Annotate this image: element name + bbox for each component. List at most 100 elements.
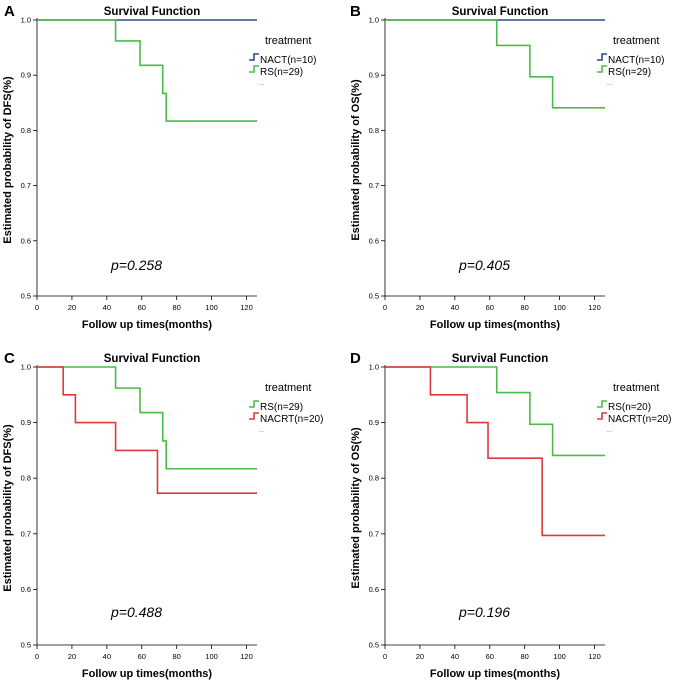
x-tick-label: 40 bbox=[103, 652, 111, 661]
y-tick-label: 0.7 bbox=[21, 529, 31, 538]
y-tick-label: 0.5 bbox=[21, 292, 31, 301]
panel-letter: C bbox=[4, 350, 15, 367]
y-tick-label: 0.8 bbox=[369, 126, 379, 135]
y-tick-label: 0.6 bbox=[21, 236, 31, 245]
x-tick-label: 80 bbox=[521, 303, 529, 312]
x-tick-label: 0 bbox=[35, 652, 39, 661]
x-tick-label: 40 bbox=[103, 303, 111, 312]
legend-title: treatment bbox=[265, 35, 311, 47]
x-axis-title: Follow up times(months) bbox=[82, 319, 212, 331]
series-line-2 bbox=[37, 19, 257, 122]
legend-entry-2: RS(n=29) bbox=[260, 67, 303, 78]
legend-entry-2: NACRT(n=20) bbox=[608, 414, 671, 425]
y-tick-label: 1.0 bbox=[369, 16, 379, 25]
y-axis-title: Estimated probability of DFS(%) bbox=[2, 76, 14, 244]
x-tick-label: 20 bbox=[68, 303, 76, 312]
chart-panel-c: C Survival Function 0.5 0.6 0.7 0.8 0.9 1.0 0 20 4… bbox=[2, 350, 323, 680]
x-tick-label: 40 bbox=[451, 303, 459, 312]
x-tick-label: 100 bbox=[205, 652, 218, 661]
x-tick-label: 40 bbox=[451, 652, 459, 661]
chart-title: Survival Function bbox=[104, 353, 201, 365]
x-axis-title: Follow up times(months) bbox=[430, 668, 560, 680]
legend-entry-2: RS(n=29) bbox=[608, 67, 651, 78]
legend-entry-1: NACT(n=10) bbox=[608, 55, 664, 66]
y-tick-label: 0.7 bbox=[369, 529, 379, 538]
series-line-2 bbox=[37, 366, 257, 495]
x-tick-label: 0 bbox=[383, 303, 387, 312]
panel-letter: B bbox=[350, 3, 361, 20]
x-tick-label: 60 bbox=[138, 652, 146, 661]
y-tick-label: 0.9 bbox=[21, 418, 31, 427]
panel-letter: A bbox=[4, 3, 15, 20]
y-axis-title: Estimated probability of OS(%) bbox=[350, 79, 362, 241]
legend-ellipsis: ... bbox=[607, 428, 612, 434]
series-line-1 bbox=[385, 366, 605, 457]
legend-entry-1: RS(n=20) bbox=[608, 402, 651, 413]
chart-title: Survival Function bbox=[452, 6, 549, 18]
chart-panel-b: B Survival Function 0.5 0.6 0.7 0.8 0.9 1.0 0 20 4… bbox=[350, 3, 664, 331]
y-tick-label: 0.8 bbox=[369, 474, 379, 483]
y-tick-label: 1.0 bbox=[21, 16, 31, 25]
y-tick-label: 0.8 bbox=[21, 474, 31, 483]
p-value-annotation: p=0.258 bbox=[110, 257, 162, 273]
x-tick-label: 80 bbox=[173, 303, 181, 312]
legend-swatch-2 bbox=[249, 412, 259, 420]
p-value-annotation: p=0.196 bbox=[458, 604, 510, 620]
legend-swatch-1 bbox=[597, 53, 607, 61]
legend-ellipsis: ... bbox=[259, 81, 264, 87]
y-tick-label: 0.6 bbox=[369, 236, 379, 245]
chart-title: Survival Function bbox=[104, 6, 201, 18]
x-tick-label: 80 bbox=[521, 652, 529, 661]
y-tick-label: 0.9 bbox=[369, 71, 379, 80]
y-tick-label: 0.9 bbox=[21, 71, 31, 80]
x-tick-label: 100 bbox=[205, 303, 218, 312]
y-tick-label: 0.7 bbox=[21, 181, 31, 190]
y-tick-label: 0.6 bbox=[369, 585, 379, 594]
legend-swatch-1 bbox=[249, 400, 259, 408]
x-tick-label: 100 bbox=[553, 652, 566, 661]
x-tick-label: 20 bbox=[416, 303, 424, 312]
x-tick-label: 20 bbox=[68, 652, 76, 661]
x-tick-label: 60 bbox=[138, 303, 146, 312]
legend-title: treatment bbox=[613, 382, 659, 394]
legend-ellipsis: ... bbox=[259, 428, 264, 434]
y-tick-label: 0.9 bbox=[369, 418, 379, 427]
legend-swatch-2 bbox=[597, 65, 607, 73]
y-axis-title: Estimated probability of DFS(%) bbox=[2, 424, 14, 592]
legend-title: treatment bbox=[265, 382, 311, 394]
legend-entry-1: RS(n=29) bbox=[260, 402, 303, 413]
chart-panel-a: A Survival Function 0.5 0.6 0.7 0.8 0.9 1.0 0 20 4… bbox=[2, 3, 316, 331]
x-tick-label: 120 bbox=[240, 652, 253, 661]
x-tick-label: 120 bbox=[240, 303, 253, 312]
series-line-2 bbox=[385, 366, 605, 537]
panel-letter: D bbox=[350, 350, 361, 367]
legend-swatch-2 bbox=[249, 65, 259, 73]
y-tick-label: 1.0 bbox=[369, 363, 379, 372]
y-axis-title: Estimated probability of OS(%) bbox=[350, 427, 362, 589]
chart-title: Survival Function bbox=[452, 353, 549, 365]
legend-ellipsis: ... bbox=[607, 81, 612, 87]
x-tick-label: 100 bbox=[553, 303, 566, 312]
p-value-annotation: p=0.488 bbox=[110, 604, 162, 620]
y-tick-label: 0.6 bbox=[21, 585, 31, 594]
legend-entry-2: NACRT(n=20) bbox=[260, 414, 323, 425]
x-tick-label: 20 bbox=[416, 652, 424, 661]
x-tick-label: 60 bbox=[486, 652, 494, 661]
x-tick-label: 0 bbox=[383, 652, 387, 661]
series-line-2 bbox=[385, 19, 605, 109]
p-value-annotation: p=0.405 bbox=[458, 257, 510, 273]
x-tick-label: 60 bbox=[486, 303, 494, 312]
y-tick-label: 1.0 bbox=[21, 363, 31, 372]
legend-title: treatment bbox=[613, 35, 659, 47]
y-tick-label: 0.8 bbox=[21, 126, 31, 135]
y-tick-label: 0.5 bbox=[21, 641, 31, 650]
x-axis-title: Follow up times(months) bbox=[430, 319, 560, 331]
chart-panel-d: D Survival Function 0.5 0.6 0.7 0.8 0.9 1.0 0 20 4… bbox=[350, 350, 671, 680]
x-tick-label: 120 bbox=[588, 303, 601, 312]
x-tick-label: 120 bbox=[588, 652, 601, 661]
x-tick-label: 0 bbox=[35, 303, 39, 312]
series-line-1 bbox=[37, 366, 257, 470]
y-tick-label: 0.5 bbox=[369, 292, 379, 301]
x-tick-label: 80 bbox=[173, 652, 181, 661]
